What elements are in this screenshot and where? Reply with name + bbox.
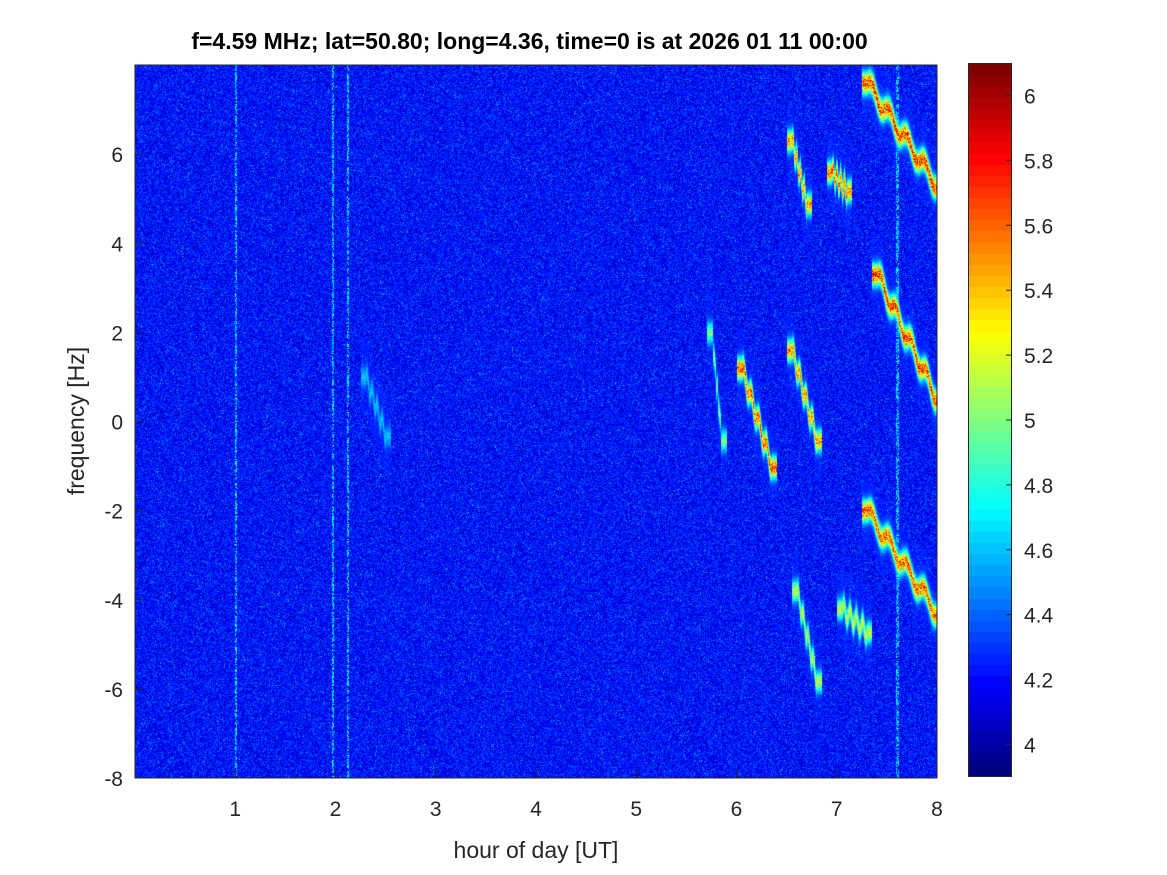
spectrogram-heatmap [135, 65, 937, 778]
y-tick-label: 2 [111, 322, 123, 345]
colorbar-tick-label: 5.4 [1024, 280, 1054, 303]
chart-title: f=4.59 MHz; lat=50.80; long=4.36, time=0… [191, 28, 868, 54]
x-tick-label: 7 [831, 798, 843, 821]
x-tick-label: 4 [530, 798, 542, 821]
x-tick-label: 2 [330, 798, 342, 821]
colorbar-tick-label: 4.8 [1024, 475, 1053, 498]
colorbar-gradient [969, 64, 1011, 776]
x-axis: 1 2 3 4 5 6 7 8 [229, 770, 943, 821]
colorbar-tick-label: 4.2 [1024, 670, 1053, 693]
colorbar-tick-label: 5.6 [1024, 215, 1053, 238]
colorbar-tick-label: 6 [1024, 85, 1036, 108]
y-axis: -8 -6 -4 -2 0 2 4 6 [104, 144, 143, 791]
spectrogram-plot-area [135, 65, 937, 778]
x-tick-label: 8 [931, 798, 943, 821]
x-tick-label: 3 [430, 798, 442, 821]
y-tick-label: -4 [104, 590, 123, 613]
colorbar [968, 63, 1012, 777]
y-tick-label: 0 [111, 412, 123, 435]
y-tick-label: -6 [104, 679, 123, 702]
y-tick-label: 4 [111, 233, 123, 256]
colorbar-tick-label: 4.6 [1024, 540, 1053, 563]
colorbar-axis: 4 4.2 4.4 4.6 4.8 5 5.2 5.4 5.6 5.8 6 [1006, 85, 1054, 758]
x-tick-label: 6 [731, 798, 743, 821]
colorbar-tick-label: 5 [1024, 410, 1036, 433]
y-tick-label: -2 [104, 501, 123, 524]
colorbar-tick-label: 4 [1024, 735, 1036, 758]
x-axis-label: hour of day [UT] [454, 837, 619, 863]
colorbar-tick-label: 5.2 [1024, 345, 1053, 368]
x-tick-label: 5 [630, 798, 642, 821]
y-tick-label: -8 [104, 768, 123, 791]
y-axis-label: frequency [Hz] [63, 347, 89, 495]
colorbar-tick-label: 4.4 [1024, 605, 1054, 628]
plot-frame [134, 64, 938, 779]
x-tick-label: 1 [229, 798, 241, 821]
colorbar-tick-label: 5.8 [1024, 150, 1053, 173]
y-tick-label: 6 [111, 144, 123, 167]
